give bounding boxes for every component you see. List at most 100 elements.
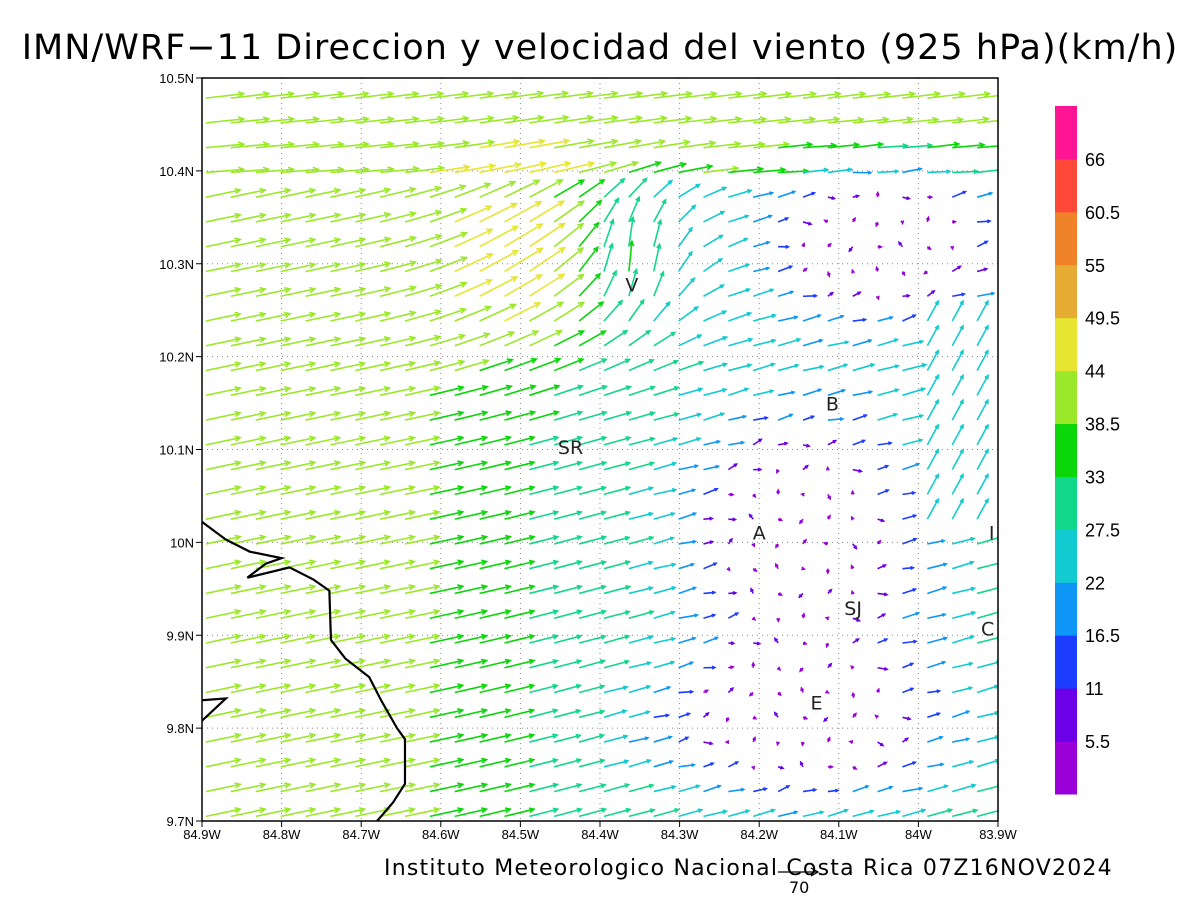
- wind-vector: [479, 276, 518, 297]
- wind-vector-head: [457, 782, 465, 789]
- wind-vector: [529, 68, 567, 73]
- wind-vector-head: [408, 757, 417, 764]
- wind-vector-head: [609, 218, 615, 225]
- wind-vector: [927, 563, 947, 570]
- wind-vector: [280, 808, 315, 818]
- wind-vector: [230, 511, 266, 520]
- wind-vector-head: [659, 270, 665, 277]
- wind-vector: [927, 143, 959, 149]
- wind-vector-head: [883, 91, 892, 98]
- wind-vector: [379, 411, 415, 421]
- wind-vector: [1002, 735, 1025, 742]
- wind-vector: [777, 364, 799, 372]
- wind-vector: [355, 287, 391, 298]
- wind-vector: [678, 141, 715, 149]
- colorbar-label: 5.5: [1085, 732, 1110, 752]
- wind-vector-head: [577, 301, 586, 308]
- wind-vector: [230, 684, 266, 694]
- wind-vector-head: [435, 258, 443, 265]
- wind-vector: [330, 610, 365, 620]
- wind-vector-head: [969, 759, 975, 765]
- wind-vector-head: [383, 336, 392, 343]
- wind-vector-head: [884, 464, 890, 469]
- wind-vector-head: [383, 683, 392, 690]
- wind-vector: [1002, 351, 1013, 371]
- wind-vector: [628, 241, 633, 272]
- wind-vector: [578, 301, 604, 322]
- wind-vector: [479, 486, 511, 496]
- wind-vector: [927, 690, 940, 694]
- wind-vector-head: [576, 609, 583, 615]
- wind-vector-head: [625, 410, 633, 417]
- wind-vector: [504, 358, 537, 372]
- wind-vector: [678, 117, 717, 124]
- wind-vector: [454, 436, 487, 446]
- wind-vector-head: [984, 324, 989, 330]
- wind-vector: [628, 359, 654, 372]
- wind-vector-head: [623, 759, 630, 765]
- wind-vector-head: [624, 560, 632, 566]
- wind-vector-head: [562, 114, 570, 122]
- wind-vector-head: [941, 660, 947, 665]
- wind-vector-head: [561, 90, 570, 97]
- wind-vector: [652, 271, 665, 297]
- wind-vector: [305, 758, 340, 768]
- wind-vector-head: [383, 584, 392, 591]
- wind-vector-head: [744, 214, 750, 219]
- wind-vector: [653, 92, 692, 99]
- wind-vector: [752, 288, 774, 298]
- wind-vector-head: [833, 116, 841, 123]
- wind-vector-head: [1001, 168, 1006, 172]
- wind-vector-head: [843, 363, 849, 368]
- wind-vector: [653, 637, 675, 644]
- wind-vector: [429, 308, 466, 322]
- wind-vector-head: [856, 618, 862, 622]
- wind-vector: [355, 143, 394, 149]
- wind-vector-head: [625, 485, 632, 491]
- wind-vector: [280, 461, 315, 471]
- wind-vector: [728, 441, 744, 446]
- wind-vector-head: [337, 90, 346, 98]
- wind-vector-head: [488, 163, 497, 170]
- wind-vector-head: [284, 311, 292, 319]
- wind-vector-head: [333, 286, 342, 294]
- wind-vector: [379, 783, 415, 793]
- wind-vector-head: [535, 223, 544, 230]
- wind-vector-head: [408, 360, 417, 368]
- wind-vector-head: [1023, 636, 1027, 640]
- wind-vector-head: [1018, 289, 1021, 292]
- wind-vector-head: [645, 710, 651, 715]
- wind-vector-head: [819, 810, 825, 815]
- wind-vector: [976, 498, 989, 520]
- wind-vector: [603, 243, 613, 272]
- wind-vector-head: [946, 169, 952, 174]
- wind-vector: [305, 610, 340, 620]
- wind-vector: [703, 636, 718, 644]
- wind-vector: [951, 474, 964, 495]
- wind-vector: [603, 511, 630, 520]
- wind-vector-head: [483, 332, 491, 339]
- wind-vector-head: [437, 115, 445, 123]
- wind-vector-head: [673, 359, 680, 365]
- wind-vector-head: [692, 586, 698, 591]
- wind-vector: [255, 684, 291, 694]
- wind-vector-head: [555, 330, 563, 337]
- wind-vector: [628, 330, 651, 347]
- wind-vector-head: [481, 485, 489, 492]
- wind-vector: [603, 330, 628, 347]
- wind-vector: [205, 808, 241, 818]
- wind-vector-head: [799, 760, 804, 766]
- wind-vector: [330, 734, 365, 743]
- wind-vector-head: [879, 742, 885, 747]
- wind-vector-head: [711, 590, 717, 595]
- wind-vector: [504, 585, 535, 595]
- wind-vector: [578, 140, 618, 149]
- wind-vector-head: [259, 534, 267, 541]
- wind-vector: [827, 418, 843, 421]
- wind-vector: [479, 758, 511, 768]
- place-label: B: [826, 393, 839, 415]
- wind-vector-head: [538, 138, 546, 145]
- wind-vector: [1002, 537, 1028, 544]
- wind-vector: [753, 787, 767, 793]
- wind-vector: [479, 140, 520, 149]
